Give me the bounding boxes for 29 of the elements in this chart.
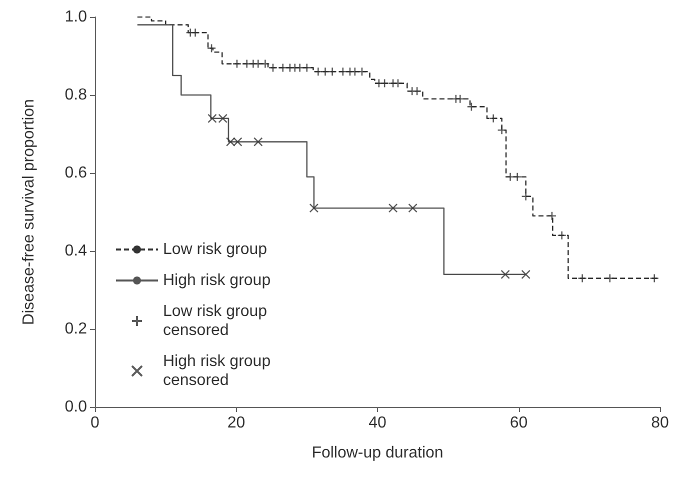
x-tick-label: 80 <box>651 414 669 432</box>
x-tick-label: 60 <box>510 414 528 432</box>
point <box>500 270 510 280</box>
legend-label: High risk group censored <box>163 353 276 389</box>
y-tick-label: 1.0 <box>64 8 88 26</box>
x-axis-title: Follow-up duration <box>312 444 444 462</box>
point <box>208 114 217 124</box>
point <box>309 203 319 213</box>
x-tick-label: 40 <box>368 414 386 432</box>
point <box>218 114 228 124</box>
legend-label: High risk group <box>163 272 271 289</box>
legend-label: Low risk group <box>163 241 268 258</box>
y-tick-label: 0.6 <box>64 164 88 182</box>
y-tick-label: 0.4 <box>64 242 88 260</box>
x-tick-label: 20 <box>227 414 246 432</box>
y-axis-title: Disease-free survival proportion <box>20 99 38 325</box>
x-tick-label: 0 <box>90 414 100 432</box>
point <box>388 203 398 213</box>
point <box>408 203 418 213</box>
legend-label: Low risk group censored <box>163 303 272 339</box>
point <box>226 137 236 146</box>
y-tick-label: 0.8 <box>64 86 88 104</box>
point <box>253 137 263 146</box>
point <box>521 270 530 280</box>
point <box>206 44 216 53</box>
point <box>233 137 242 146</box>
point <box>466 102 476 112</box>
y-tick-label: 0.0 <box>64 398 88 416</box>
y-tick-label: 0.2 <box>64 320 88 338</box>
